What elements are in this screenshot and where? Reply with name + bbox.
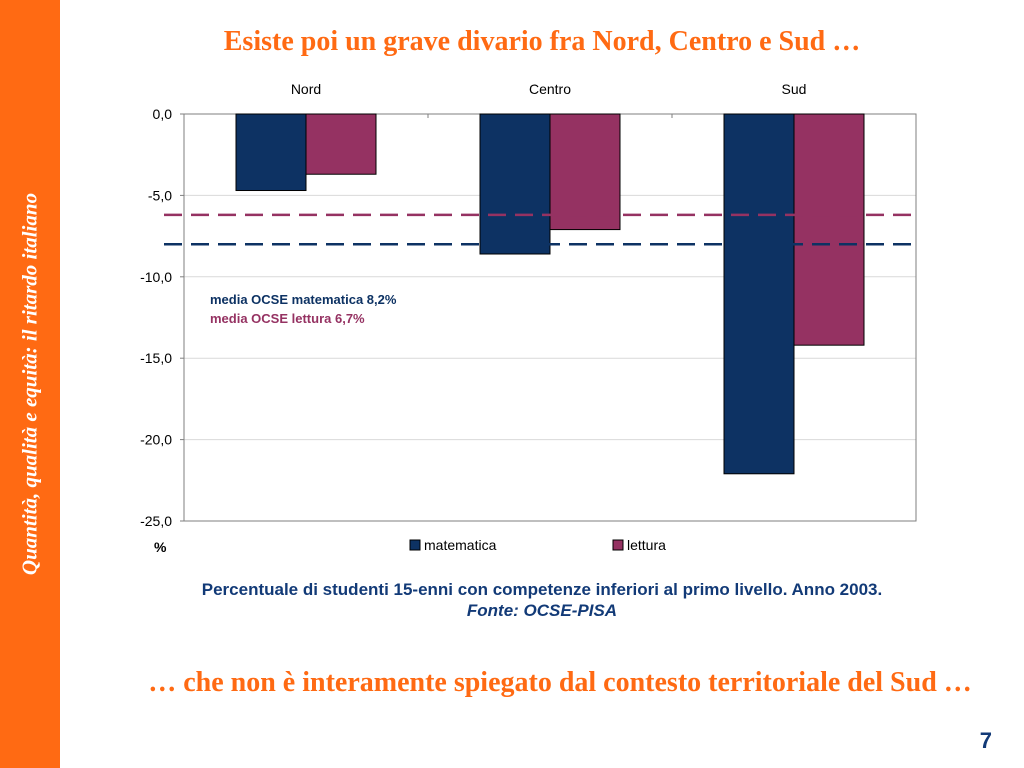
y-tick-label: -20,0 — [140, 432, 172, 448]
reference-line-label: media OCSE lettura 6,7% — [210, 311, 365, 326]
bar-lettura-nord — [305, 113, 377, 175]
bar-chart: media OCSE matematica 8,2% media OCSE let… — [140, 81, 917, 555]
x-category-label: Centro — [529, 81, 571, 97]
y-tick-label: -10,0 — [140, 269, 172, 285]
chart-caption: Percentuale di studenti 15-enni con comp… — [60, 579, 1024, 621]
y-tick-label: -5,0 — [148, 187, 172, 203]
slide-subtitle: … che non è interamente spiegato dal con… — [148, 667, 972, 698]
bar-matematica-centro — [479, 113, 551, 255]
reference-line-label: media OCSE matematica 8,2% — [210, 292, 397, 307]
page-number: 7 — [979, 728, 992, 753]
legend-label-lettura: lettura — [627, 537, 666, 553]
bar-lettura-sud — [793, 113, 865, 346]
y-tick-label: -15,0 — [140, 350, 172, 366]
bar-matematica-sud — [723, 113, 795, 475]
caption-text: Percentuale di studenti 15-enni con comp… — [201, 580, 883, 599]
caption-source: Fonte: OCSE-PISA — [466, 601, 618, 620]
sidebar-title: Quantità, qualità e equità: il ritardo i… — [17, 192, 42, 576]
slide-title: Esiste poi un grave divario fra Nord, Ce… — [223, 26, 861, 57]
legend-swatch-matematica — [409, 539, 421, 551]
reference-lines: media OCSE matematica 8,2% media OCSE let… — [164, 213, 916, 326]
legend: matematica lettura — [409, 537, 666, 553]
y-tick-label: 0,0 — [153, 106, 173, 122]
bar-lettura-centro — [549, 113, 621, 231]
axes: 0,0 -5,0 -10,0 -15,0 -20,0 -25,0 Nord Centro Sud… — [140, 81, 806, 555]
x-category-label: Nord — [291, 81, 321, 97]
bars — [235, 113, 865, 475]
legend-swatch-lettura — [612, 539, 624, 551]
bar-matematica-nord — [235, 113, 307, 192]
legend-label-matematica: matematica — [424, 537, 497, 553]
y-axis-label: % — [154, 539, 167, 555]
y-tick-label: -25,0 — [140, 513, 172, 529]
x-category-label: Sud — [782, 81, 807, 97]
sidebar: Quantità, qualità e equità: il ritardo i… — [0, 0, 60, 768]
